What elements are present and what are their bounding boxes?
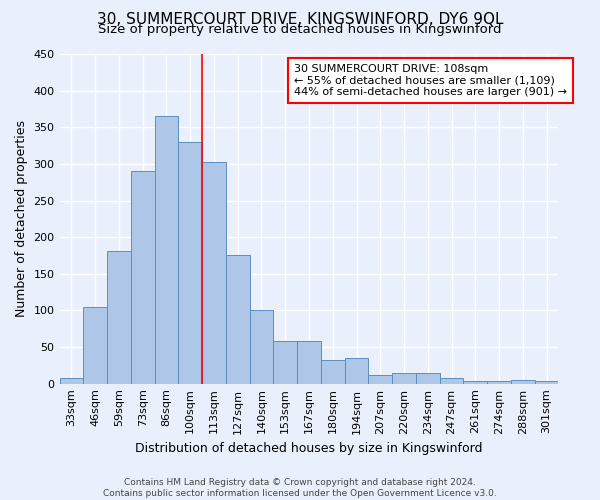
Bar — [107, 251, 131, 384]
Bar — [155, 116, 178, 384]
Text: 30, SUMMERCOURT DRIVE, KINGSWINFORD, DY6 9QL: 30, SUMMERCOURT DRIVE, KINGSWINFORD, DY6… — [97, 12, 503, 28]
Bar — [463, 381, 487, 384]
Bar — [392, 372, 416, 384]
Bar — [416, 372, 440, 384]
Bar — [368, 375, 392, 384]
Y-axis label: Number of detached properties: Number of detached properties — [15, 120, 28, 318]
Bar — [321, 360, 344, 384]
Bar — [344, 358, 368, 384]
Bar — [487, 381, 511, 384]
Bar — [511, 380, 535, 384]
Bar — [202, 162, 226, 384]
Bar — [297, 341, 321, 384]
Bar — [535, 381, 559, 384]
Bar — [83, 308, 107, 384]
Bar — [274, 341, 297, 384]
Bar — [131, 171, 155, 384]
Bar — [226, 254, 250, 384]
Text: Size of property relative to detached houses in Kingswinford: Size of property relative to detached ho… — [98, 22, 502, 36]
X-axis label: Distribution of detached houses by size in Kingswinford: Distribution of detached houses by size … — [135, 442, 483, 455]
Text: 30 SUMMERCOURT DRIVE: 108sqm
← 55% of detached houses are smaller (1,109)
44% of: 30 SUMMERCOURT DRIVE: 108sqm ← 55% of de… — [294, 64, 567, 97]
Bar — [59, 378, 83, 384]
Bar — [250, 310, 274, 384]
Text: Contains HM Land Registry data © Crown copyright and database right 2024.
Contai: Contains HM Land Registry data © Crown c… — [103, 478, 497, 498]
Bar — [178, 142, 202, 384]
Bar — [440, 378, 463, 384]
